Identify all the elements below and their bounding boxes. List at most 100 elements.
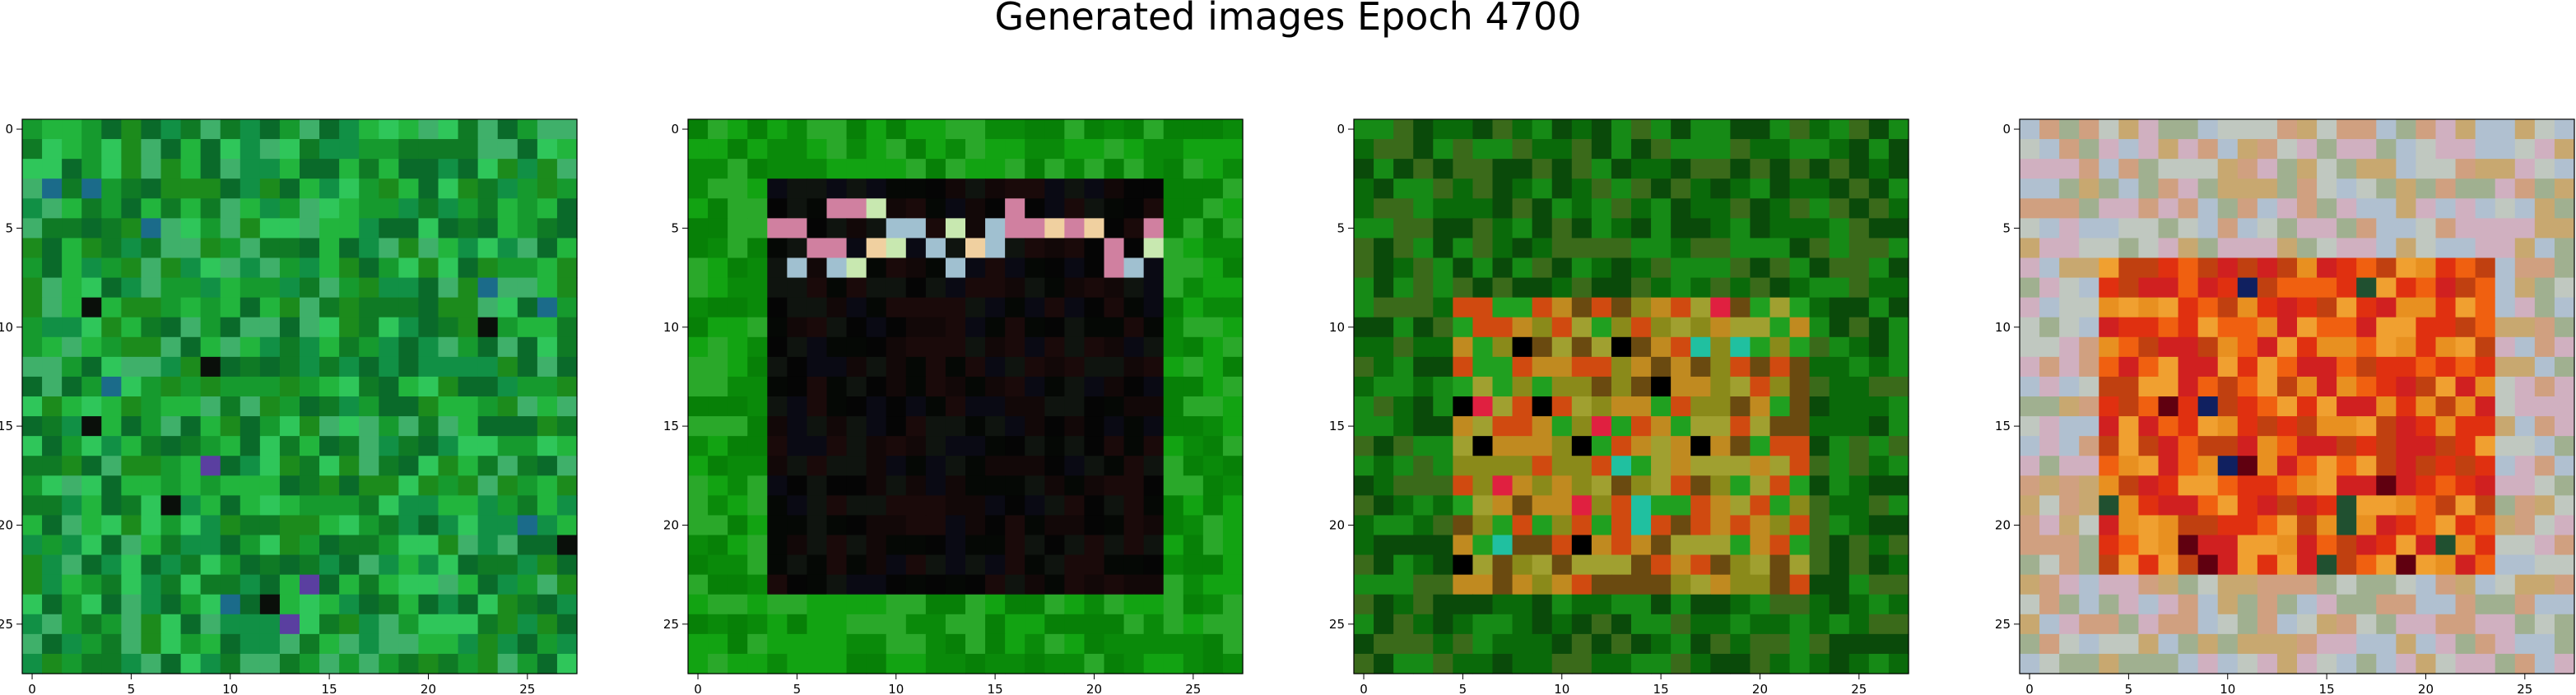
pixel-cell (965, 436, 986, 456)
pixel-cell (1143, 238, 1165, 259)
pixel-cell (2217, 614, 2239, 635)
pixel-cell (1730, 238, 1751, 259)
pixel-cell (2376, 257, 2397, 279)
pixel-cell (1163, 238, 1184, 259)
pixel-cell (418, 535, 439, 556)
pixel-cell (1710, 456, 1731, 476)
pixel-cell (2475, 159, 2496, 179)
pixel-cell (2396, 317, 2417, 338)
pixel-cell (1750, 317, 1771, 338)
pixel-cell (2118, 356, 2140, 378)
pixel-cell (1044, 475, 1065, 496)
pixel-cell (259, 159, 281, 179)
pixel-cell (1809, 238, 1830, 259)
pixel-cell (537, 614, 558, 635)
pixel-cell (846, 336, 867, 358)
pixel-cell (965, 376, 986, 397)
pixel-cell (220, 159, 241, 179)
pixel-cell (985, 139, 1006, 160)
pixel-cell (300, 396, 320, 417)
pixel-cell (1222, 614, 1244, 635)
pixel-cell (2237, 396, 2258, 417)
pixel-cell (1005, 515, 1025, 536)
pixel-cell (826, 139, 848, 160)
pixel-cell (807, 198, 828, 219)
pixel-cell (1025, 238, 1045, 259)
pixel-cell (2337, 456, 2357, 476)
pixel-cell (1413, 238, 1434, 259)
pixel-cell (2297, 396, 2318, 417)
pixel-cell (1374, 297, 1394, 318)
pixel-cell (1532, 614, 1553, 635)
pixel-cell (767, 614, 788, 635)
pixel-cell (1005, 159, 1025, 179)
pixel-cell (1222, 277, 1244, 299)
pixel-cell (62, 297, 82, 318)
pixel-cell (359, 594, 379, 615)
pixel-cell (2554, 653, 2575, 674)
pixel-cell (1809, 297, 1830, 318)
pixel-cell (160, 277, 182, 299)
pixel-cell (259, 614, 281, 635)
pixel-cell (1591, 317, 1612, 338)
pixel-cell (497, 218, 518, 239)
pixel-cell (1690, 653, 1711, 674)
pixel-cell (1413, 396, 1434, 417)
pixel-cell (2099, 396, 2119, 417)
pixel-cell (2197, 277, 2219, 299)
pixel-cell (965, 653, 986, 674)
pixel-cell (708, 257, 728, 279)
pixel-cell (1413, 495, 1434, 517)
pixel-cell (2554, 277, 2575, 299)
pixel-cell (239, 535, 261, 556)
pixel-cell (81, 238, 102, 259)
pixel-cell (1750, 574, 1771, 595)
pixel-cell (945, 297, 966, 318)
pixel-cell (1202, 594, 1224, 615)
pixel-cell (2495, 356, 2516, 378)
pixel-cell (517, 317, 538, 338)
pixel-cell (359, 436, 379, 456)
pixel-cell (42, 277, 63, 299)
pixel-cell (2257, 376, 2278, 397)
pixel-cell (846, 535, 867, 556)
pixel-cell (1611, 139, 1632, 160)
pixel-cell (2534, 515, 2555, 536)
pixel-cell (359, 574, 379, 595)
pixel-cell (2197, 376, 2219, 397)
pixel-cell (1064, 119, 1086, 140)
pixel-cell (1025, 396, 1045, 417)
pixel-cell (1413, 336, 1434, 358)
pixel-cell (2534, 257, 2555, 279)
pixel-cell (1710, 376, 1731, 397)
pixel-cell (2020, 238, 2040, 259)
pixel-cell (1433, 376, 1453, 397)
pixel-cell (2099, 495, 2119, 517)
pixel-cell (728, 119, 748, 140)
pixel-cell (1025, 475, 1045, 496)
pixel-cell (2356, 218, 2377, 239)
pixel-cell (1374, 653, 1394, 674)
pixel-cell (2475, 178, 2496, 199)
pixel-cell (1123, 376, 1145, 397)
pixel-cell (2534, 376, 2555, 397)
pixel-cell (925, 119, 946, 140)
pixel-cell (359, 653, 379, 674)
pixel-cell (2118, 614, 2140, 635)
pixel-cell (1104, 139, 1125, 160)
pixel-cell (965, 257, 986, 279)
pixel-cell (1730, 317, 1751, 338)
pixel-cell (708, 139, 728, 160)
pixel-cell (398, 495, 420, 517)
pixel-cell (279, 396, 300, 417)
pixel-cell (2039, 178, 2060, 199)
pixel-cell (1512, 614, 1533, 635)
pixel-cell (1848, 495, 1870, 517)
pixel-cell (846, 633, 867, 655)
pixel-cell (1651, 416, 1672, 437)
pixel-cell (2276, 495, 2298, 517)
pixel-cell (747, 218, 768, 239)
pixel-cell (1084, 178, 1105, 199)
pixel-cell (787, 554, 808, 576)
pixel-cell (1750, 416, 1771, 437)
